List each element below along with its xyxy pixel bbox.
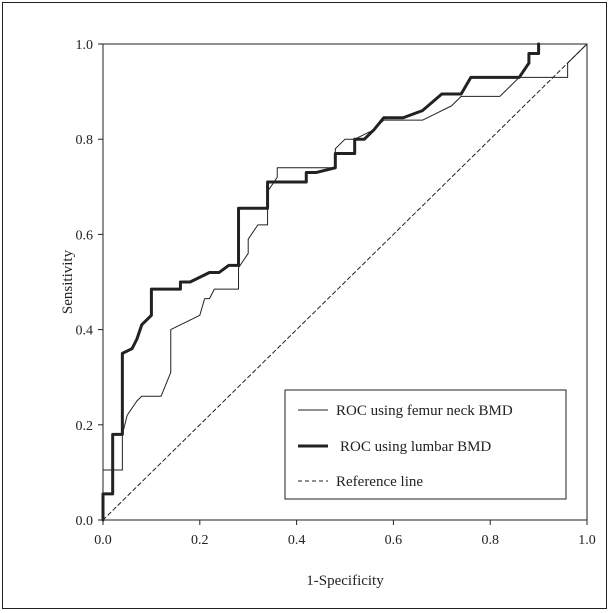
x-tick-label: 0.8 (481, 533, 499, 548)
y-tick-label: 0.4 (76, 324, 94, 339)
reference-line (102, 43, 588, 521)
x-tick-label: 0.4 (288, 533, 306, 548)
y-tick-label: 0.2 (76, 419, 94, 434)
legend-label-lumbar: ROC using lumbar BMD (340, 439, 491, 455)
y-axis-title: Sensitivity (60, 249, 76, 314)
legend: ROC using femur neck BMD ROC using lumba… (284, 389, 567, 500)
y-tick-label: 1.0 (76, 38, 94, 53)
y-tick-label: 0.0 (76, 514, 94, 529)
x-axis-title: 1-Specificity (306, 573, 384, 589)
legend-box (284, 389, 567, 500)
legend-label-femur-neck: ROC using femur neck BMD (336, 403, 513, 419)
y-tick-label: 0.6 (76, 228, 94, 243)
plot-area-border (102, 43, 588, 521)
x-tick-label: 0.6 (385, 533, 403, 548)
x-tick-label: 0.2 (191, 533, 209, 548)
x-tick-label: 1.0 (578, 533, 596, 548)
y-axis: 0.0 0.2 0.4 0.6 0.8 1.0 (76, 38, 103, 529)
y-tick-label: 0.8 (76, 133, 94, 148)
lumbar-roc-line (101, 42, 541, 522)
legend-label-reference: Reference line (336, 474, 423, 490)
x-axis: 0.0 0.2 0.4 0.6 0.8 1.0 (94, 520, 596, 548)
plot-series (101, 42, 588, 522)
x-tick-label: 0.0 (94, 533, 112, 548)
